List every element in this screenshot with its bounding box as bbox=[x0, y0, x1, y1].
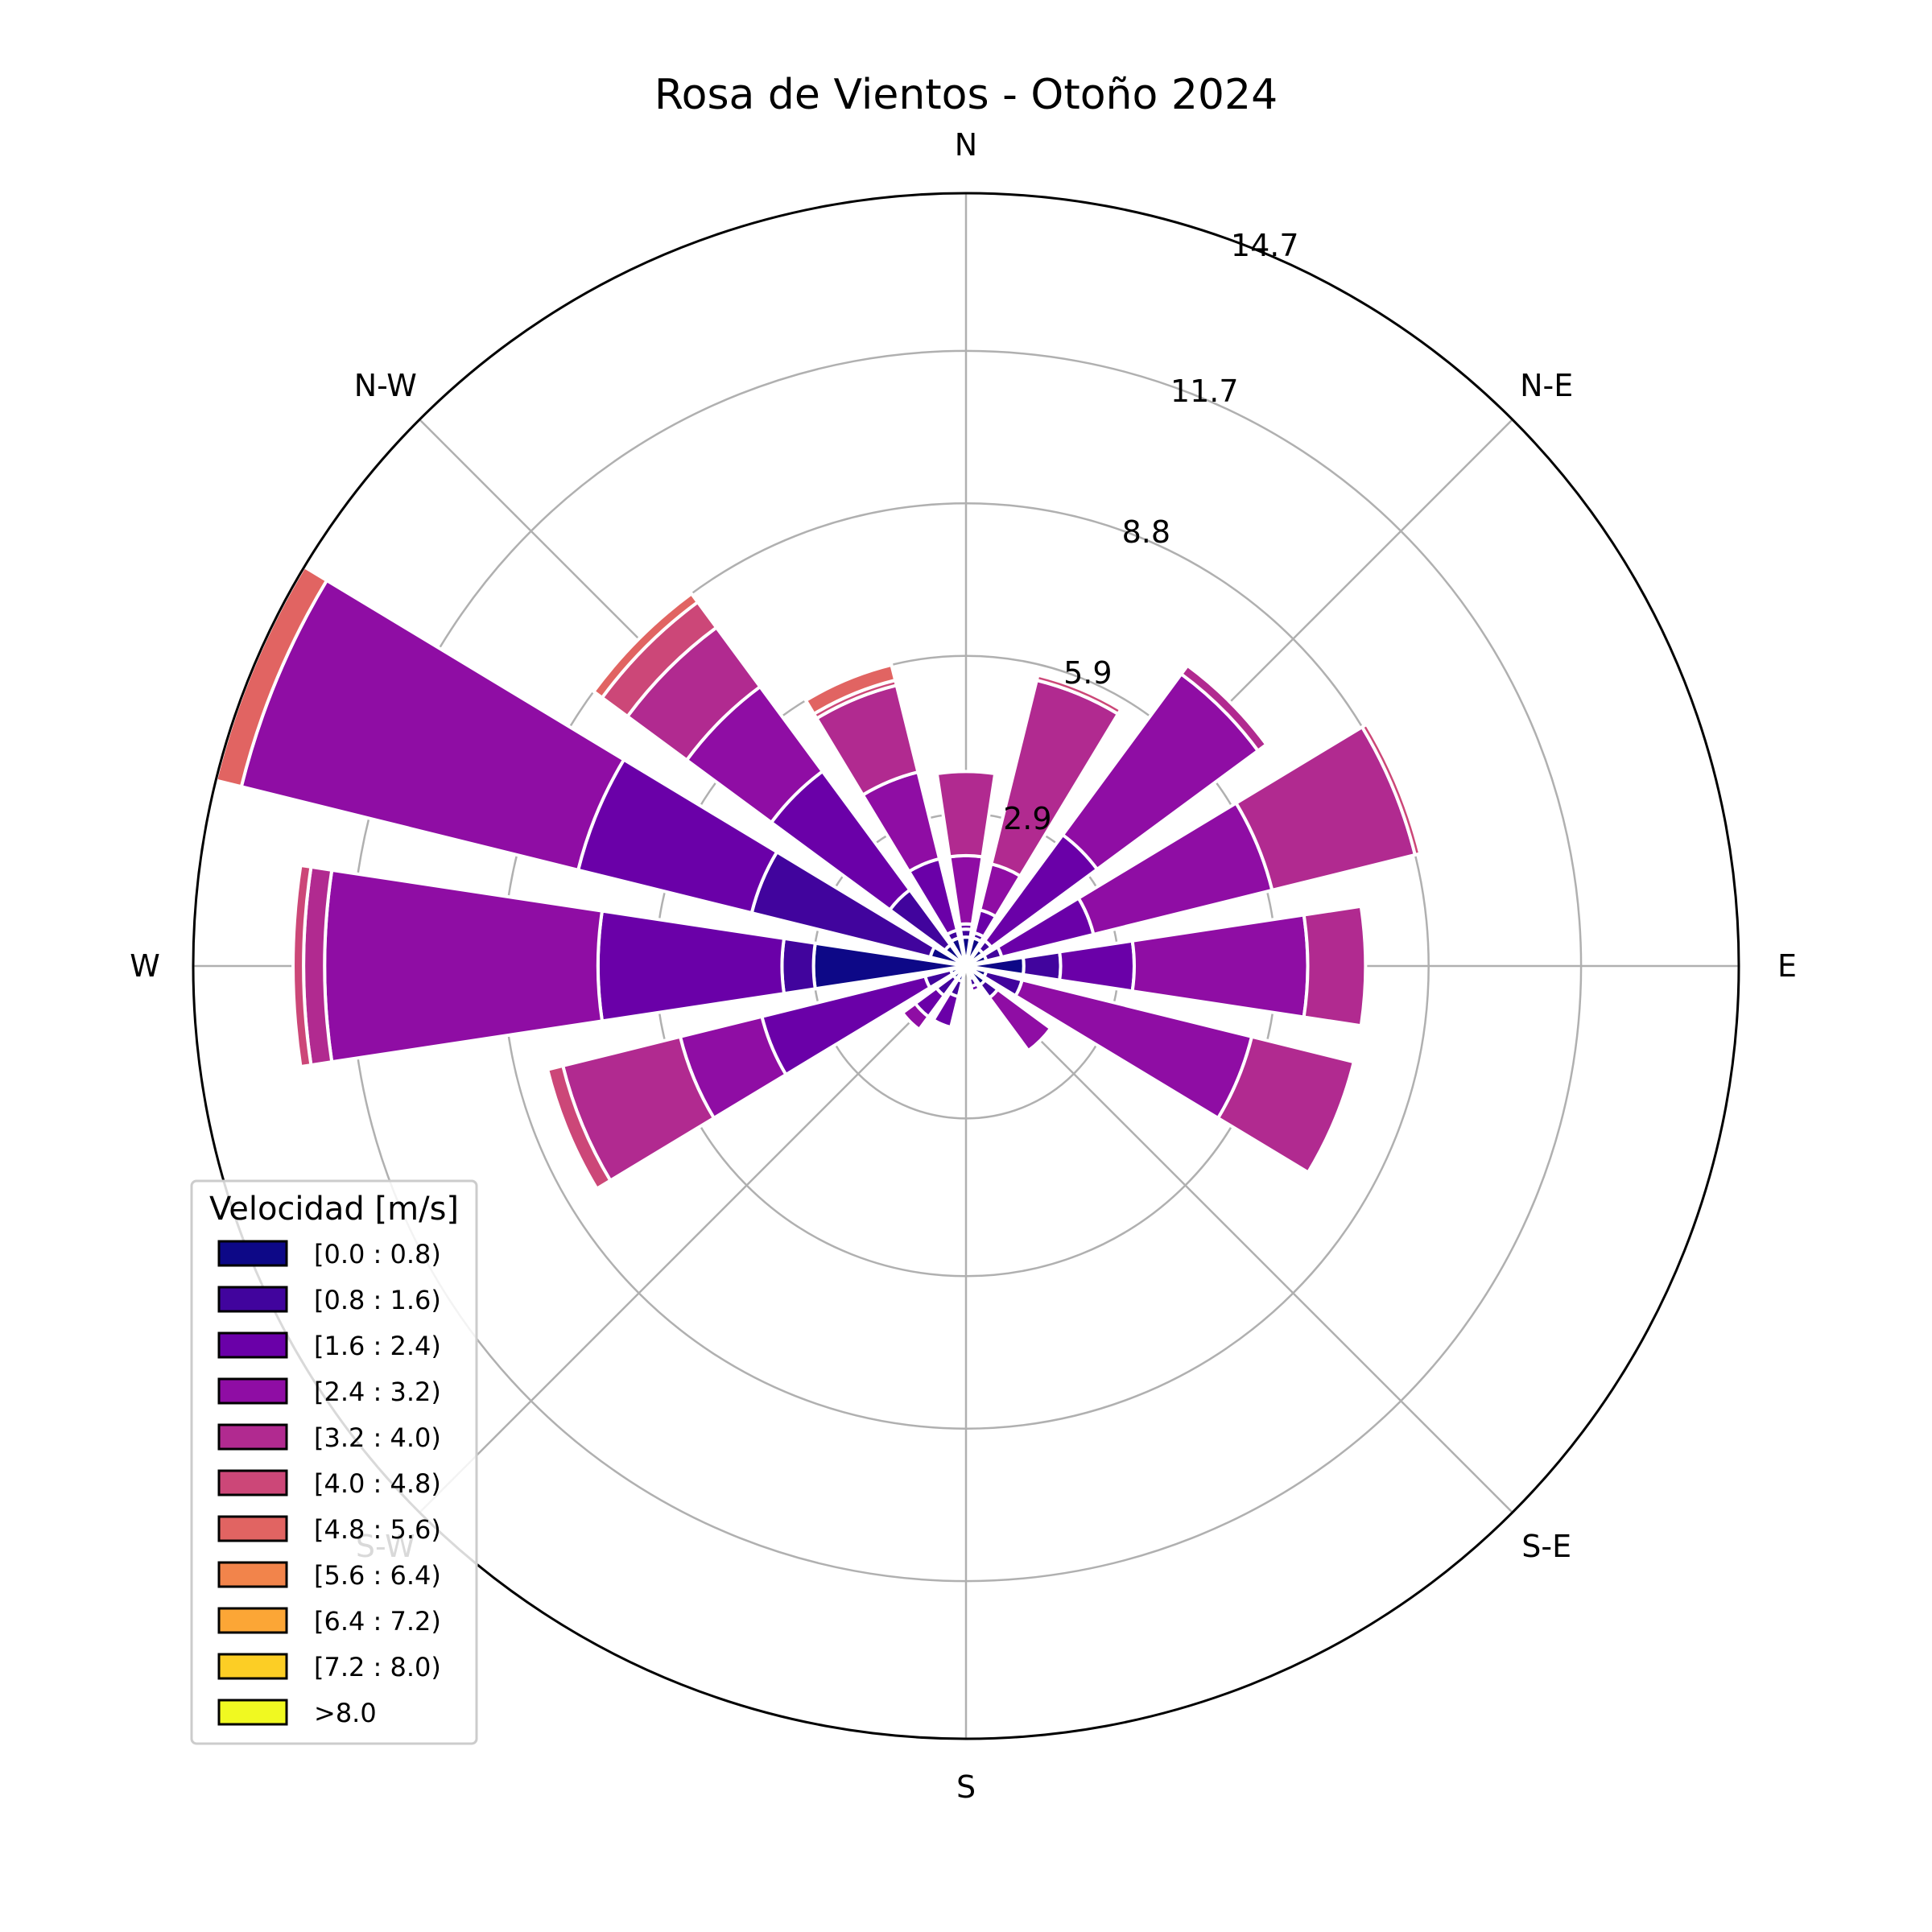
radial-tick-label-2: 8.8 bbox=[1122, 514, 1170, 550]
polar-outer-frame bbox=[192, 192, 1740, 1740]
legend-label-9: [7.2 : 8.0) bbox=[314, 1652, 441, 1682]
bar-dir-3-bin-5 bbox=[1360, 722, 1422, 857]
direction-label-n: N bbox=[955, 127, 977, 163]
radial-tick-label-1: 5.9 bbox=[1063, 655, 1112, 691]
bar-dir-12-bin-5 bbox=[291, 863, 313, 1069]
bar-dir-11-bin-5 bbox=[545, 1063, 613, 1191]
direction-label-w: W bbox=[130, 948, 160, 984]
chart-title: Rosa de Vientos - Otoño 2024 bbox=[654, 71, 1278, 119]
legend: Velocidad [m/s] [0.0 : 0.8) [0.8 : 1.6) [1… bbox=[190, 1179, 478, 1745]
bar-dir-2-bin-4 bbox=[1179, 663, 1269, 753]
legend-swatch-3 bbox=[217, 1377, 288, 1405]
legend-label-0: [0.0 : 0.8) bbox=[314, 1239, 441, 1269]
legend-label-10: >8.0 bbox=[314, 1698, 377, 1728]
legend-label-6: [4.8 : 5.6) bbox=[314, 1514, 441, 1545]
legend-label-2: [1.6 : 2.4) bbox=[314, 1331, 441, 1361]
direction-label-s-e: S-E bbox=[1521, 1529, 1571, 1564]
bar-dir-15-bin-6 bbox=[803, 663, 898, 716]
bar-dir-12-bin-2 bbox=[596, 909, 786, 1023]
radial-tick-label-3: 11.7 bbox=[1170, 374, 1239, 409]
bar-dir-12-bin-3 bbox=[323, 868, 605, 1064]
legend-label-5: [4.0 : 4.8) bbox=[314, 1468, 441, 1499]
bar-dir-4-bin-2 bbox=[1057, 939, 1136, 993]
bar-dir-0-bin-4 bbox=[935, 770, 997, 859]
bar-dir-1-bin-5 bbox=[1034, 673, 1124, 716]
bar-dir-7-bin-2 bbox=[968, 981, 982, 994]
grid-spoke-3 bbox=[965, 965, 1513, 1513]
legend-swatch-10 bbox=[217, 1699, 288, 1726]
legend-label-4: [3.2 : 4.0) bbox=[314, 1422, 441, 1453]
outer-circle bbox=[192, 192, 1740, 1740]
legend-items: [0.0 : 0.8) [0.8 : 1.6) [1.6 : 2.4) [2.4 : … bbox=[217, 1239, 441, 1728]
legend-title: Velocidad [m/s] bbox=[209, 1191, 459, 1228]
legend-swatch-9 bbox=[217, 1653, 288, 1680]
legend-frame bbox=[190, 1179, 478, 1745]
legend-label-8: [6.4 : 7.2) bbox=[314, 1606, 441, 1637]
direction-label-n-e: N-E bbox=[1520, 368, 1573, 403]
bar-dir-5-bin-4 bbox=[1216, 1034, 1356, 1175]
grid-spoke-5 bbox=[419, 965, 967, 1513]
legend-swatch-8 bbox=[217, 1607, 288, 1634]
legend-swatch-1 bbox=[217, 1286, 288, 1313]
radial-tick-labels: 2.9 5.9 8.8 11.7 14.7 bbox=[1003, 228, 1298, 836]
legend-swatch-0 bbox=[217, 1240, 288, 1267]
legend-label-3: [2.4 : 3.2) bbox=[314, 1377, 441, 1407]
legend-swatch-7 bbox=[217, 1561, 288, 1588]
bar-dir-14-bin-6 bbox=[591, 591, 700, 700]
bar-dir-9-bin-2 bbox=[931, 990, 961, 1030]
direction-label-e: E bbox=[1777, 948, 1797, 984]
bar-dir-4-bin-3 bbox=[1130, 913, 1310, 1019]
legend-label-1: [0.8 : 1.6) bbox=[314, 1285, 441, 1315]
legend-swatch-4 bbox=[217, 1423, 288, 1451]
bar-dir-12-bin-1 bbox=[780, 936, 818, 996]
direction-label-n-w: N-W bbox=[354, 368, 417, 403]
legend-label-7: [5.6 : 6.4) bbox=[314, 1560, 441, 1591]
bar-dir-10-bin-3 bbox=[900, 1001, 931, 1032]
legend-swatch-5 bbox=[217, 1469, 288, 1496]
legend-swatch-6 bbox=[217, 1515, 288, 1542]
direction-label-s: S bbox=[956, 1769, 976, 1805]
radial-tick-label-0: 2.9 bbox=[1003, 801, 1051, 836]
bar-dir-4-bin-4 bbox=[1302, 904, 1368, 1028]
wind-rose-bars bbox=[213, 564, 1422, 1191]
radial-tick-label-4: 14.7 bbox=[1231, 228, 1299, 263]
bar-dir-6-bin-3 bbox=[987, 987, 1053, 1053]
bar-dir-4-bin-1 bbox=[1021, 950, 1063, 982]
legend-swatch-2 bbox=[217, 1331, 288, 1359]
